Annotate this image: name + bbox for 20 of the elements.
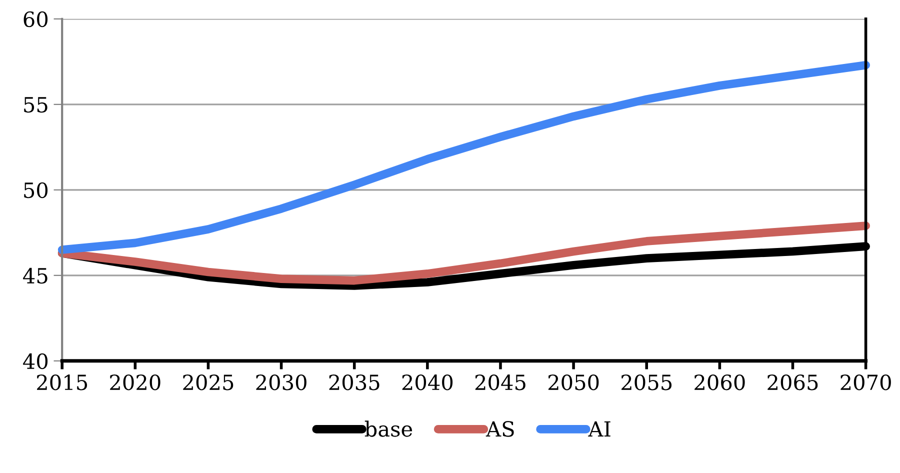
x-tick-label: 2030: [256, 374, 306, 390]
x-tick-label: 2070: [840, 374, 891, 390]
x-tick-label: 2025: [183, 374, 234, 390]
x-tick-label: 2020: [110, 374, 160, 390]
x-tick-label: 2015: [37, 374, 87, 390]
x-tick-label: 2035: [329, 374, 380, 390]
y-tick-label: 60: [24, 11, 48, 28]
legend-label: AI: [588, 421, 610, 437]
legend-label: AS: [486, 421, 514, 437]
x-tick-label: 2055: [622, 374, 672, 390]
y-tick-label: 45: [23, 268, 48, 284]
legend-label: base: [364, 420, 412, 437]
y-tick-label: 50: [24, 182, 48, 198]
x-tick-label: 2050: [548, 374, 599, 390]
x-tick-label: 2040: [402, 374, 453, 390]
x-tick-label: 2065: [768, 374, 818, 390]
y-tick-label: 40: [23, 353, 48, 370]
y-tick-label: 55: [24, 97, 48, 113]
x-tick-label: 2045: [475, 374, 526, 390]
x-tick-label: 2060: [694, 374, 745, 390]
